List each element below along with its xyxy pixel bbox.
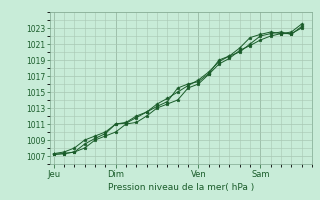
X-axis label: Pression niveau de la mer( hPa ): Pression niveau de la mer( hPa ) (108, 183, 254, 192)
